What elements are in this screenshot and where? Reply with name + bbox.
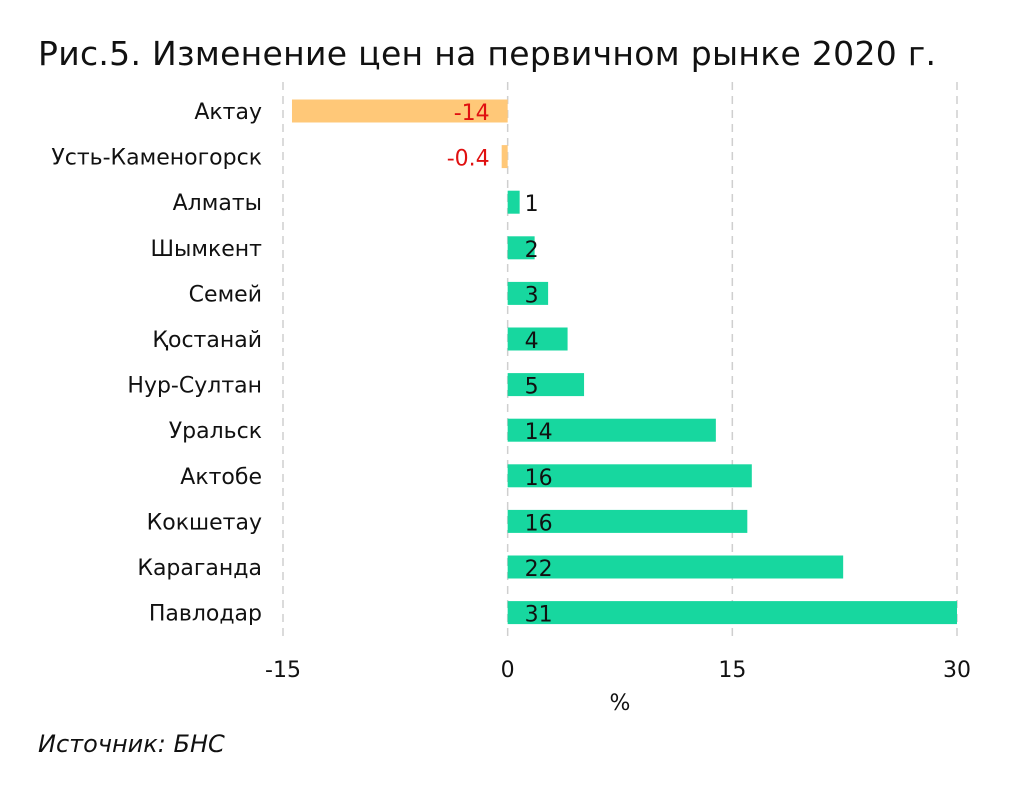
bars: [291, 99, 957, 625]
data-labels: -14 -0.4 1 2 3 4 5 14 16 16 22 31: [447, 101, 553, 628]
bar-7: [507, 418, 716, 442]
category-label-5: Қостанай: [152, 328, 262, 353]
x-tick-3: 30: [943, 658, 971, 683]
bar-6: [507, 373, 585, 397]
x-tick-2: 15: [718, 658, 746, 683]
bar-0: [291, 99, 508, 123]
data-label-6: 5: [525, 375, 539, 400]
category-label-10: Караганда: [137, 556, 262, 581]
bar-1: [501, 145, 508, 169]
category-label-0: Актау: [194, 100, 262, 125]
bar-2: [507, 190, 520, 214]
data-label-9: 16: [525, 511, 553, 536]
data-label-8: 16: [525, 466, 553, 491]
bar-9: [507, 509, 748, 533]
data-label-2: 1: [525, 192, 539, 217]
category-label-11: Павлодар: [149, 602, 262, 627]
bar-8: [507, 464, 752, 488]
bar-4: [507, 281, 549, 305]
chart-title: Рис.5. Изменение цен на первичном рынке …: [38, 34, 937, 73]
data-label-0: -14: [454, 101, 490, 126]
data-label-7: 14: [525, 420, 553, 445]
bar-11: [507, 601, 957, 625]
gridlines: [282, 82, 958, 638]
x-tick-labels: -15 0 15 30: [265, 658, 971, 683]
bar-3: [507, 236, 535, 260]
category-labels: Актау Усть-Каменогорск Алматы Шымкент Семей Қ…: [51, 100, 262, 627]
category-label-4: Семей: [189, 282, 262, 307]
source-note: Источник: БНС: [38, 730, 225, 758]
x-axis-label: %: [610, 691, 631, 716]
category-label-7: Уральск: [169, 419, 262, 444]
category-label-2: Алматы: [173, 191, 262, 216]
bar-10: [507, 555, 844, 579]
data-label-1: -0.4: [447, 147, 490, 172]
category-label-8: Актобе: [180, 465, 262, 490]
data-label-3: 2: [525, 238, 539, 263]
category-label-3: Шымкент: [150, 237, 262, 262]
data-label-11: 31: [525, 603, 553, 628]
data-label-5: 4: [525, 329, 539, 354]
category-label-9: Кокшетау: [147, 510, 262, 535]
data-label-4: 3: [525, 283, 539, 308]
category-label-6: Нур-Султан: [127, 374, 262, 399]
bar-5: [507, 327, 568, 351]
category-label-1: Усть-Каменогорск: [51, 146, 262, 171]
x-tick-1: 0: [501, 658, 515, 683]
data-label-10: 22: [525, 557, 553, 582]
x-tick-0: -15: [265, 658, 301, 683]
